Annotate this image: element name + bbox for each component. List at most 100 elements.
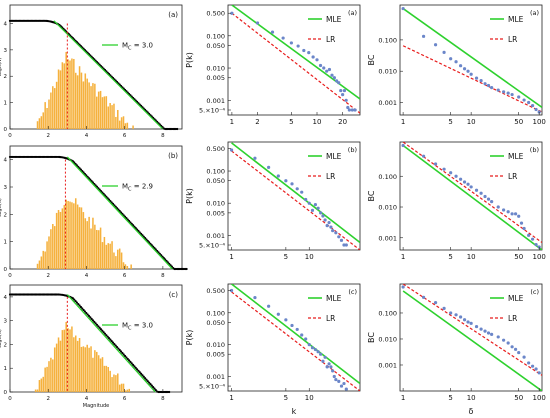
cumulative-point [129, 360, 132, 363]
y-tick-label: 0 [4, 127, 8, 133]
histogram-bar [97, 355, 100, 392]
plot-frame [227, 4, 361, 116]
data-point [442, 50, 446, 54]
data-point [330, 73, 334, 77]
histogram-bar [88, 216, 90, 269]
cumulative-point [168, 390, 171, 394]
data-point [300, 190, 304, 194]
histogram-bar [40, 378, 43, 392]
histogram-bar [52, 223, 54, 269]
y-tick-label: 0.010 [206, 65, 225, 73]
data-point [469, 321, 473, 325]
plot-area [229, 142, 360, 250]
y-axis-label: BC [367, 190, 376, 201]
y-tick-label: 0.001 [378, 234, 397, 242]
x-tick-label: 6 [123, 396, 127, 402]
histogram-bar [78, 66, 81, 129]
y-tick-label: 0.050 [206, 177, 225, 185]
data-point [454, 60, 458, 64]
data-point [490, 332, 494, 337]
data-point [296, 44, 300, 48]
y-tick-label: 0.100 [378, 36, 397, 44]
x-tick-label: 4 [85, 133, 89, 139]
x-tick-label: 1 [401, 394, 405, 402]
histogram-bar [80, 72, 83, 129]
y-tick-label: 0.005 [206, 209, 225, 217]
panel-r0c0: 0 2 4 6 8 0 1 2 3 4 Log₁₀(N) MC = 3.0 (a) [0, 4, 183, 139]
data-point [454, 174, 458, 178]
histogram-bar [69, 201, 71, 269]
x-tick-label: 50 [514, 253, 523, 261]
histogram-bar [63, 63, 66, 129]
data-point [522, 98, 526, 102]
data-point [474, 188, 479, 192]
data-point [433, 43, 438, 47]
data-point [323, 218, 327, 222]
data-point [462, 318, 467, 322]
cumulative-point [114, 344, 117, 347]
panel-r2c1: 1 5 10 0.500 0.100 0.050 0.010 0.005 0.001 5.×10⁻… [185, 283, 361, 416]
data-point [229, 148, 234, 152]
data-point [304, 337, 308, 341]
x-tick-label: 2 [46, 396, 50, 402]
cumulative-point [82, 308, 85, 312]
histogram-bar [118, 120, 121, 129]
panel-label: (b) [530, 146, 539, 154]
data-point [534, 107, 538, 112]
data-point [322, 66, 326, 70]
histogram-bar [52, 86, 54, 129]
histogram-bar [92, 217, 94, 269]
x-tick-label: 1 [401, 118, 405, 126]
cumulative-point [145, 378, 148, 381]
data-point [341, 93, 345, 97]
data-point [327, 362, 331, 366]
histogram-bar [101, 357, 104, 392]
cumulative-point [148, 381, 151, 384]
x-tick-label: 5 [448, 118, 452, 126]
cumulative-point [154, 388, 157, 392]
histogram-bar [117, 373, 119, 392]
histogram-bar [99, 227, 102, 269]
y-tick-label: 1 [4, 240, 8, 246]
data-point [310, 346, 315, 350]
cumulative-point [142, 375, 145, 378]
data-point [483, 329, 487, 333]
cumulative-point [144, 377, 147, 380]
data-point [253, 295, 257, 300]
histogram-bar [67, 328, 69, 392]
cumulative-point [119, 350, 123, 353]
data-point [530, 364, 535, 368]
histogram-bar [109, 103, 111, 129]
data-point [490, 199, 494, 204]
histogram-bar [111, 377, 113, 392]
data-point [522, 355, 526, 359]
data-point [347, 108, 351, 112]
data-point [519, 221, 524, 225]
data-point [530, 237, 535, 241]
legend-label-mle: MLE [326, 15, 342, 24]
histogram-bar [103, 236, 106, 269]
histogram-bar [53, 226, 56, 269]
histogram-bar [36, 389, 39, 392]
histogram-bar [107, 243, 109, 269]
data-point [321, 359, 325, 363]
lr-line [231, 12, 360, 114]
cumulative-point [105, 334, 108, 337]
histogram-bar [113, 374, 115, 392]
x-axis-label: Magnitude [83, 403, 110, 409]
data-point [353, 108, 357, 112]
histogram-bar [38, 380, 41, 392]
legend-label-lr: LR [508, 314, 517, 323]
data-point [502, 208, 506, 212]
cumulative-point [117, 347, 120, 350]
histogram-bar [90, 86, 92, 129]
data-point [449, 311, 453, 315]
histogram-bar [115, 375, 117, 392]
data-point [534, 367, 538, 371]
cumulative-point [141, 374, 144, 377]
histogram-bar [120, 117, 123, 129]
data-point [486, 83, 491, 88]
data-point [284, 318, 288, 322]
histogram-bar [61, 208, 64, 269]
histogram-bar [65, 199, 67, 269]
